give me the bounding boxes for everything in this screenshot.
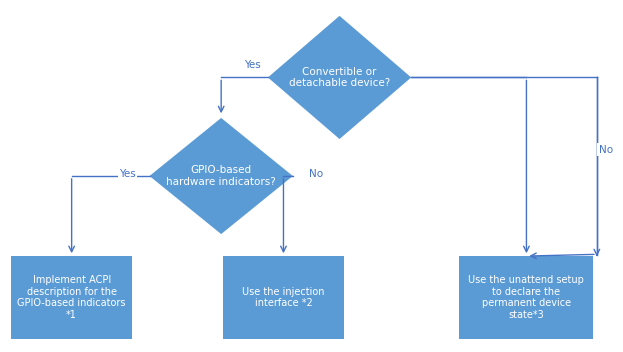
Polygon shape xyxy=(268,16,411,139)
Text: No: No xyxy=(599,145,613,155)
Text: No: No xyxy=(310,169,323,179)
Text: GPIO-based
hardware indicators?: GPIO-based hardware indicators? xyxy=(166,165,276,187)
FancyBboxPatch shape xyxy=(459,256,593,339)
Text: Convertible or
detachable device?: Convertible or detachable device? xyxy=(289,67,390,88)
FancyBboxPatch shape xyxy=(223,256,344,339)
Text: Use the injection
interface *2: Use the injection interface *2 xyxy=(242,287,325,308)
Text: Yes: Yes xyxy=(244,60,260,70)
Text: Use the unattend setup
to declare the
permanent device
state*3: Use the unattend setup to declare the pe… xyxy=(468,275,584,320)
FancyBboxPatch shape xyxy=(11,256,133,339)
Text: Yes: Yes xyxy=(120,169,136,179)
Polygon shape xyxy=(150,118,293,234)
Text: Implement ACPI
description for the
GPIO-based indicators
*1: Implement ACPI description for the GPIO-… xyxy=(17,275,126,320)
